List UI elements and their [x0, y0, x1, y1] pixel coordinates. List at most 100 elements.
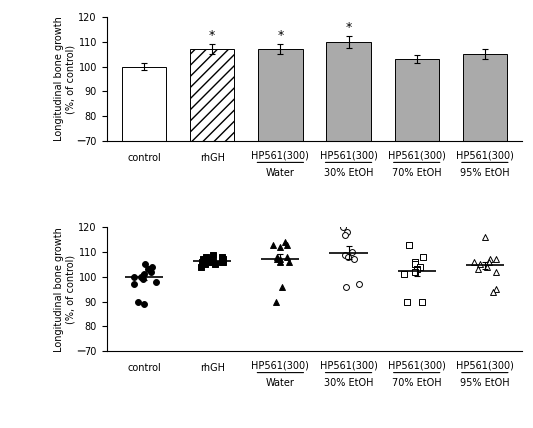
Point [144, 266, 153, 273]
Point [354, 281, 363, 288]
Point [219, 256, 227, 263]
Point [341, 231, 349, 238]
Point [276, 244, 284, 250]
Point [491, 286, 500, 293]
Text: *: * [345, 21, 352, 34]
Point [470, 259, 478, 265]
Point [208, 259, 217, 265]
Point [137, 273, 146, 280]
Point [140, 271, 148, 278]
Text: HP561(300): HP561(300) [456, 151, 514, 160]
Point [481, 234, 490, 241]
Point [196, 264, 205, 270]
Point [339, 224, 348, 231]
Point [203, 256, 211, 263]
Text: 70% EtOH: 70% EtOH [392, 168, 441, 178]
Text: HP561(300): HP561(300) [388, 151, 446, 160]
Point [218, 253, 227, 260]
Point [151, 278, 160, 285]
Bar [259, 49, 303, 314]
Text: 30% EtOH: 30% EtOH [324, 378, 373, 388]
Text: Water: Water [266, 168, 295, 178]
Point [130, 281, 138, 288]
Point [134, 298, 143, 305]
Point [350, 256, 358, 263]
Point [410, 259, 419, 265]
Point [273, 256, 281, 263]
Bar [122, 67, 166, 314]
Point [211, 261, 219, 268]
Point [280, 239, 289, 246]
Point [348, 249, 357, 256]
Point [416, 264, 424, 270]
Point [146, 266, 154, 273]
Point [276, 259, 284, 265]
Text: 70% EtOH: 70% EtOH [392, 378, 441, 388]
Text: control: control [127, 153, 161, 163]
Text: control: control [127, 363, 161, 373]
Text: HP561(300): HP561(300) [252, 361, 309, 371]
Text: HP561(300): HP561(300) [252, 151, 309, 160]
Point [219, 259, 228, 265]
Bar [326, 42, 370, 314]
Point [341, 251, 350, 258]
Point [417, 298, 426, 305]
Y-axis label: Longitudinal bone growth
(%, of control): Longitudinal bone growth (%, of control) [54, 227, 76, 351]
Point [483, 264, 491, 270]
Text: rhGH: rhGH [200, 153, 225, 163]
Point [272, 298, 280, 305]
Point [486, 256, 494, 263]
Point [278, 283, 286, 290]
Point [199, 256, 207, 263]
Text: HP561(300): HP561(300) [456, 361, 514, 371]
Point [141, 261, 149, 268]
Point [201, 253, 210, 260]
Point [489, 288, 498, 295]
Text: *: * [277, 30, 284, 42]
Text: 30% EtOH: 30% EtOH [324, 168, 373, 178]
Point [140, 300, 148, 307]
Point [282, 241, 291, 248]
Point [147, 264, 156, 270]
Point [342, 283, 351, 290]
Point [273, 253, 281, 260]
Point [402, 298, 411, 305]
Point [285, 259, 293, 265]
Point [201, 261, 209, 268]
Text: Water: Water [266, 378, 295, 388]
Point [343, 253, 352, 260]
Point [209, 251, 217, 258]
Point [138, 276, 147, 282]
Point [492, 268, 500, 275]
Point [405, 241, 413, 248]
Text: 95% EtOH: 95% EtOH [460, 378, 510, 388]
Point [413, 266, 422, 273]
Point [197, 259, 206, 265]
Text: 95% EtOH: 95% EtOH [460, 168, 510, 178]
Point [400, 271, 409, 278]
Bar [190, 49, 235, 314]
Point [410, 268, 419, 275]
Point [474, 266, 482, 273]
Text: HP561(300): HP561(300) [320, 361, 377, 371]
Bar [394, 59, 439, 314]
Point [476, 261, 484, 268]
Text: HP561(300): HP561(300) [388, 361, 446, 371]
Point [410, 261, 419, 268]
Point [485, 259, 494, 265]
Text: *: * [209, 30, 215, 42]
Bar [463, 54, 507, 314]
Point [418, 253, 427, 260]
Point [492, 256, 500, 263]
Point [276, 256, 285, 263]
Point [269, 241, 277, 248]
Point [130, 273, 138, 280]
Y-axis label: Longitudinal bone growth
(%, of control): Longitudinal bone growth (%, of control) [54, 17, 76, 141]
Point [218, 259, 227, 265]
Text: rhGH: rhGH [200, 363, 225, 373]
Text: HP561(300): HP561(300) [320, 151, 377, 160]
Point [147, 268, 155, 275]
Point [207, 259, 215, 265]
Point [343, 229, 352, 236]
Point [282, 253, 291, 260]
